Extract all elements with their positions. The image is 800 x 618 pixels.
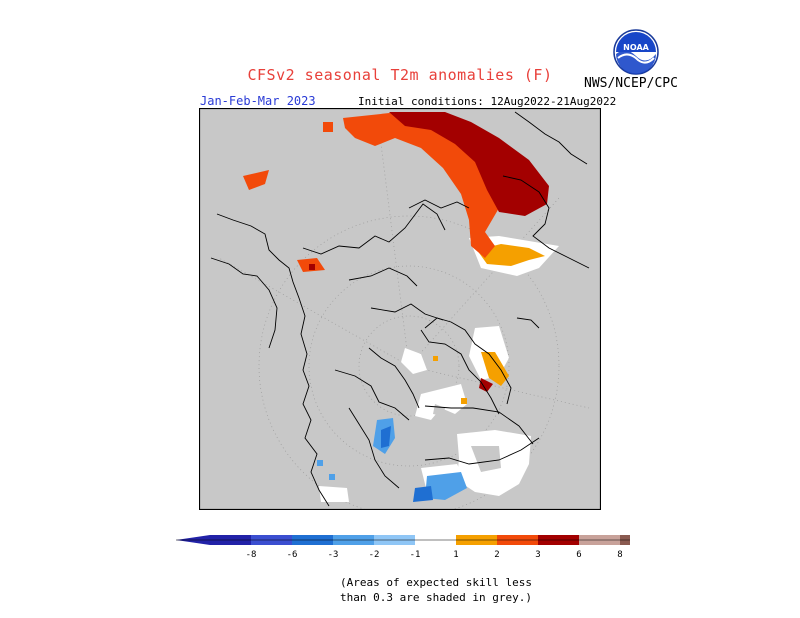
legend-tick-label: 3 <box>535 550 540 560</box>
legend-tick-label: -2 <box>369 550 380 560</box>
below-normal-regions <box>317 418 467 502</box>
initial-conditions-label: Initial conditions: 12Aug2022-21Aug2022 <box>358 95 617 108</box>
legend-bars <box>176 535 630 545</box>
coastlines <box>210 111 590 507</box>
legend-tick-label: -1 <box>410 550 421 560</box>
color-legend: -8 -6 -3 -2 -1 1 2 3 6 8 <box>176 535 630 560</box>
season-label: Jan-Feb-Mar 2023 <box>200 94 316 108</box>
skill-note-line-1: (Areas of expected skill less <box>339 576 533 589</box>
legend-ticks: -8 -6 -3 -2 -1 1 2 3 6 8 <box>246 550 623 560</box>
legend-tick-label: 6 <box>576 550 581 560</box>
map-title: CFSv2 seasonal T2m anomalies (F) <box>247 66 553 84</box>
legend-tick-label: -3 <box>328 550 339 560</box>
skill-note-line-2: than 0.3 are shaded in grey.) <box>339 591 533 604</box>
map-frame <box>199 108 601 510</box>
polar-anomaly-map <box>199 108 601 510</box>
legend-tick-label: 1 <box>453 550 458 560</box>
legend-tick-label: -6 <box>287 550 298 560</box>
agency-label: NWS/NCEP/CPC <box>584 76 678 91</box>
noaa-logo: NOAA <box>612 28 660 80</box>
graticule <box>218 127 590 510</box>
legend-tick-label: 2 <box>494 550 499 560</box>
above-normal-3-6 <box>309 112 549 392</box>
svg-text:NOAA: NOAA <box>623 43 649 52</box>
legend-tick-label: 8 <box>617 550 622 560</box>
legend-tick-label: -8 <box>246 550 257 560</box>
